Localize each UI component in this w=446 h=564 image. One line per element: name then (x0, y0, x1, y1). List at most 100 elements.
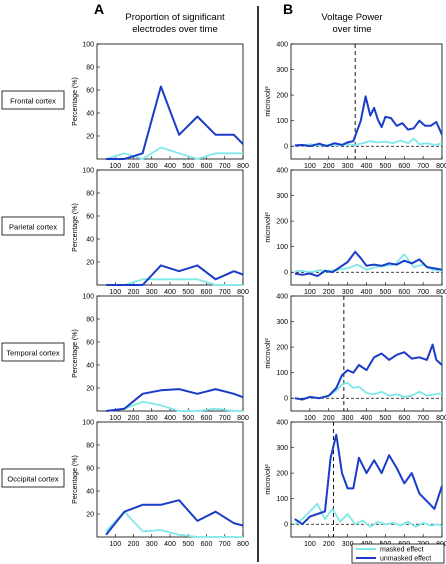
x-tick-label: 400 (164, 415, 176, 422)
y-tick-label: 20 (86, 134, 94, 141)
x-tick-label: 600 (398, 415, 410, 422)
chart-panel-b-2: 100 200 300 400 500 600 700 800 0 100 200 300 400 mic… (265, 168, 446, 297)
x-tick-label: 300 (342, 541, 354, 548)
series-unmasked (294, 343, 443, 401)
x-tick-label: 300 (342, 289, 354, 296)
chart-panel-a-1: 100 200 300 400 500 600 700 800 20 40 60 80 100 Perce… (72, 42, 249, 171)
x-tick-label: 200 (128, 289, 140, 296)
series-unmasked (106, 85, 244, 160)
x-tick-label: 800 (436, 163, 446, 170)
x-tick-label: 700 (417, 163, 429, 170)
x-tick-label: 200 (323, 541, 335, 548)
x-tick-label: 700 (417, 415, 429, 422)
axes-box (290, 169, 443, 286)
x-tick-label: 600 (201, 289, 213, 296)
y-tick-label: 0 (284, 396, 288, 403)
x-tick-label: 600 (201, 163, 213, 170)
x-tick-label: 600 (398, 163, 410, 170)
y-tick-label: 0 (284, 144, 288, 151)
y-tick-label: 100 (82, 294, 94, 301)
series-masked (106, 278, 243, 286)
y-tick-label: 60 (86, 214, 94, 221)
y-tick-label: 100 (276, 370, 288, 377)
y-tick-label: 40 (86, 363, 94, 370)
column-title-left-line2: electrodes over time (132, 24, 218, 35)
y-axis-label: microvolt² (265, 86, 272, 117)
series-unmasked (294, 250, 443, 278)
x-tick-label: 600 (398, 289, 410, 296)
y-tick-label: 40 (86, 489, 94, 496)
region-label-frontal: Frontal cortex (1, 90, 65, 110)
y-tick-label: 300 (276, 193, 288, 200)
y-tick-label: 200 (276, 93, 288, 100)
x-tick-label: 100 (109, 163, 121, 170)
y-axis-label: Percentage (%) (72, 455, 79, 504)
y-tick-label: 400 (276, 168, 288, 175)
series-masked (294, 502, 443, 528)
chart-panel-b-3: 100 200 300 400 500 600 700 800 0 100 200 300 400 mic… (265, 294, 446, 423)
legend: masked effect unmasked effect (351, 543, 445, 564)
x-tick-label: 400 (164, 289, 176, 296)
y-tick-label: 80 (86, 191, 94, 198)
x-tick-label: 200 (323, 163, 335, 170)
legend-label-masked: masked effect (380, 547, 424, 554)
x-tick-label: 800 (237, 289, 249, 296)
y-tick-label: 0 (284, 522, 288, 529)
x-tick-label: 300 (342, 415, 354, 422)
x-tick-label: 100 (304, 163, 316, 170)
x-tick-label: 100 (304, 289, 316, 296)
x-tick-label: 200 (323, 415, 335, 422)
x-tick-label: 100 (304, 541, 316, 548)
y-tick-label: 0 (284, 270, 288, 277)
y-tick-label: 100 (82, 168, 94, 175)
x-tick-label: 500 (182, 163, 194, 170)
x-tick-label: 400 (164, 541, 176, 548)
region-label-text: Parietal cortex (9, 223, 57, 232)
series-unmasked (106, 264, 244, 286)
y-axis-label: microvolt² (265, 338, 272, 369)
x-tick-label: 400 (361, 163, 373, 170)
y-tick-label: 200 (276, 219, 288, 226)
y-tick-label: 300 (276, 445, 288, 452)
legend-label-unmasked: unmasked effect (380, 556, 431, 563)
x-tick-label: 500 (182, 415, 194, 422)
x-tick-label: 600 (201, 415, 213, 422)
x-tick-label: 300 (146, 541, 158, 548)
x-tick-label: 300 (146, 415, 158, 422)
y-tick-label: 80 (86, 317, 94, 324)
y-tick-label: 20 (86, 512, 94, 519)
chart-panel-a-4: 100 200 300 400 500 600 700 800 20 40 60 80 100 Perce… (72, 420, 249, 549)
x-tick-label: 100 (109, 289, 121, 296)
region-label-parietal: Parietal cortex (1, 216, 65, 236)
series-masked (105, 400, 243, 412)
x-tick-label: 400 (361, 289, 373, 296)
x-tick-label: 200 (323, 289, 335, 296)
y-tick-label: 60 (86, 88, 94, 95)
chart-panel-a-3: 100 200 300 400 500 600 700 800 20 40 60 80 100 Perce… (72, 294, 249, 423)
x-tick-label: 500 (182, 289, 194, 296)
x-tick-label: 500 (182, 541, 194, 548)
series-unmasked (105, 388, 244, 412)
y-tick-label: 100 (276, 244, 288, 251)
y-tick-label: 200 (276, 471, 288, 478)
region-label-text: Temporal cortex (6, 349, 60, 358)
y-tick-label: 400 (276, 294, 288, 301)
column-title-right-line2: over time (332, 24, 371, 35)
series-unmasked (294, 95, 443, 148)
region-label-occipital: Occipital cortex (1, 468, 65, 488)
x-tick-label: 500 (380, 163, 392, 170)
region-label-temporal: Temporal cortex (1, 342, 65, 362)
x-tick-label: 700 (219, 163, 231, 170)
x-tick-label: 700 (417, 289, 429, 296)
x-tick-label: 600 (201, 541, 213, 548)
x-tick-label: 800 (436, 415, 446, 422)
y-tick-label: 40 (86, 111, 94, 118)
x-tick-label: 400 (164, 163, 176, 170)
y-axis-label: microvolt² (265, 464, 272, 495)
y-tick-label: 100 (82, 42, 94, 49)
y-tick-label: 20 (86, 260, 94, 267)
axes-box (96, 295, 244, 412)
series-masked (294, 253, 443, 274)
y-tick-label: 80 (86, 65, 94, 72)
y-axis-label: microvolt² (265, 212, 272, 243)
